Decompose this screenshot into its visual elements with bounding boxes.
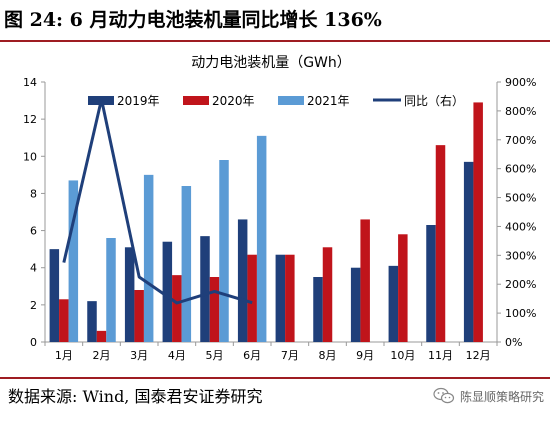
figure-title: 图 24: 6 月动力电池装机量同比增长 136% bbox=[4, 9, 382, 31]
x-tick-label: 6月 bbox=[243, 349, 261, 362]
bar-2021年 bbox=[106, 238, 116, 342]
y-left-tick-label: 8 bbox=[30, 187, 37, 200]
legend-swatch-2020年 bbox=[183, 96, 209, 105]
watermark-text: 陈显顺策略研究 bbox=[459, 389, 544, 404]
bar-2020年 bbox=[172, 275, 182, 342]
bar-2019年 bbox=[350, 267, 361, 342]
bar-2020年 bbox=[285, 254, 295, 342]
legend-label: 2020年 bbox=[212, 94, 255, 108]
yoy-line bbox=[62, 97, 253, 305]
x-tick-label: 5月 bbox=[206, 349, 224, 362]
y-left-tick-label: 6 bbox=[30, 225, 37, 238]
bar-2020年 bbox=[398, 234, 408, 342]
y-left-tick-label: 2 bbox=[30, 299, 37, 312]
y-right-tick-label: 600% bbox=[505, 163, 536, 176]
legend-label: 2021年 bbox=[307, 94, 350, 108]
battery-installation-chart: 动力电池装机量（GWh） 0 2 4 6 8 10 12 14 0% 100% 200% 300% 400… bbox=[23, 55, 536, 362]
source-rule bbox=[0, 377, 550, 379]
x-tick-label: 10月 bbox=[390, 349, 415, 362]
bar-2019年 bbox=[49, 249, 60, 342]
x-tick-label: 3月 bbox=[130, 349, 148, 362]
x-tick-label: 1月 bbox=[55, 349, 73, 362]
x-tick-label: 4月 bbox=[168, 349, 186, 362]
bar-2021年 bbox=[256, 135, 267, 342]
x-tick-label: 2月 bbox=[93, 349, 111, 362]
bar-2021年 bbox=[143, 174, 154, 342]
bar-2019年 bbox=[124, 247, 135, 342]
y-right-tick-label: 800% bbox=[505, 105, 536, 118]
y-left-tick-label: 0 bbox=[30, 336, 37, 349]
bar-2019年 bbox=[162, 241, 173, 342]
x-tick-label: 7月 bbox=[281, 349, 299, 362]
bar-2019年 bbox=[237, 219, 248, 342]
y-left-tick-label: 14 bbox=[23, 76, 37, 89]
bar-2020年 bbox=[322, 247, 333, 342]
y-right-tick-label: 300% bbox=[505, 249, 536, 262]
y-right-tick-label: 100% bbox=[505, 307, 536, 320]
legend-label: 同比（右） bbox=[404, 93, 464, 108]
y-right-tick-label: 0% bbox=[505, 336, 522, 349]
bar-2021年 bbox=[219, 160, 229, 342]
x-tick-label: 12月 bbox=[466, 349, 491, 362]
bar-2019年 bbox=[275, 254, 286, 342]
bar-2020年 bbox=[360, 219, 370, 342]
bar-2021年 bbox=[181, 186, 192, 342]
x-tick-label: 9月 bbox=[356, 349, 374, 362]
legend-swatch-2021年 bbox=[278, 96, 304, 105]
bar-2020年 bbox=[247, 254, 257, 342]
y-right-tick-label: 400% bbox=[505, 220, 536, 233]
y-right-tick-label: 500% bbox=[505, 192, 536, 205]
bar-2020年 bbox=[96, 330, 107, 342]
bar-2019年 bbox=[313, 277, 323, 342]
bar-2020年 bbox=[59, 299, 69, 342]
title-rule bbox=[0, 40, 550, 42]
bar-2020年 bbox=[134, 290, 144, 342]
y-right-tick-label: 700% bbox=[505, 134, 536, 147]
bar-2020年 bbox=[209, 277, 220, 342]
y-left-tick-label: 12 bbox=[23, 113, 37, 126]
bar-2021年 bbox=[68, 180, 79, 342]
bar-2019年 bbox=[200, 236, 210, 342]
legend-swatch-2019年 bbox=[88, 96, 114, 105]
watermark: 陈显顺策略研究 bbox=[433, 383, 544, 409]
bar-2019年 bbox=[87, 301, 97, 342]
bar-2020年 bbox=[435, 145, 446, 342]
source-note: 数据来源: Wind, 国泰君安证券研究 bbox=[8, 387, 263, 406]
bar-2019年 bbox=[463, 161, 474, 342]
bar-2019年 bbox=[426, 225, 436, 342]
legend-label: 2019年 bbox=[117, 94, 160, 108]
x-tick-label: 8月 bbox=[319, 349, 337, 362]
y-left-tick-label: 10 bbox=[23, 150, 37, 163]
bar-2019年 bbox=[388, 265, 399, 342]
y-right-tick-label: 200% bbox=[505, 278, 536, 291]
y-right-tick-label: 900% bbox=[505, 76, 536, 89]
chart-title: 动力电池装机量（GWh） bbox=[191, 55, 351, 71]
y-left-tick-label: 4 bbox=[30, 262, 37, 275]
bar-2020年 bbox=[473, 102, 483, 342]
x-tick-label: 11月 bbox=[428, 349, 453, 362]
wechat-icon bbox=[433, 387, 455, 404]
